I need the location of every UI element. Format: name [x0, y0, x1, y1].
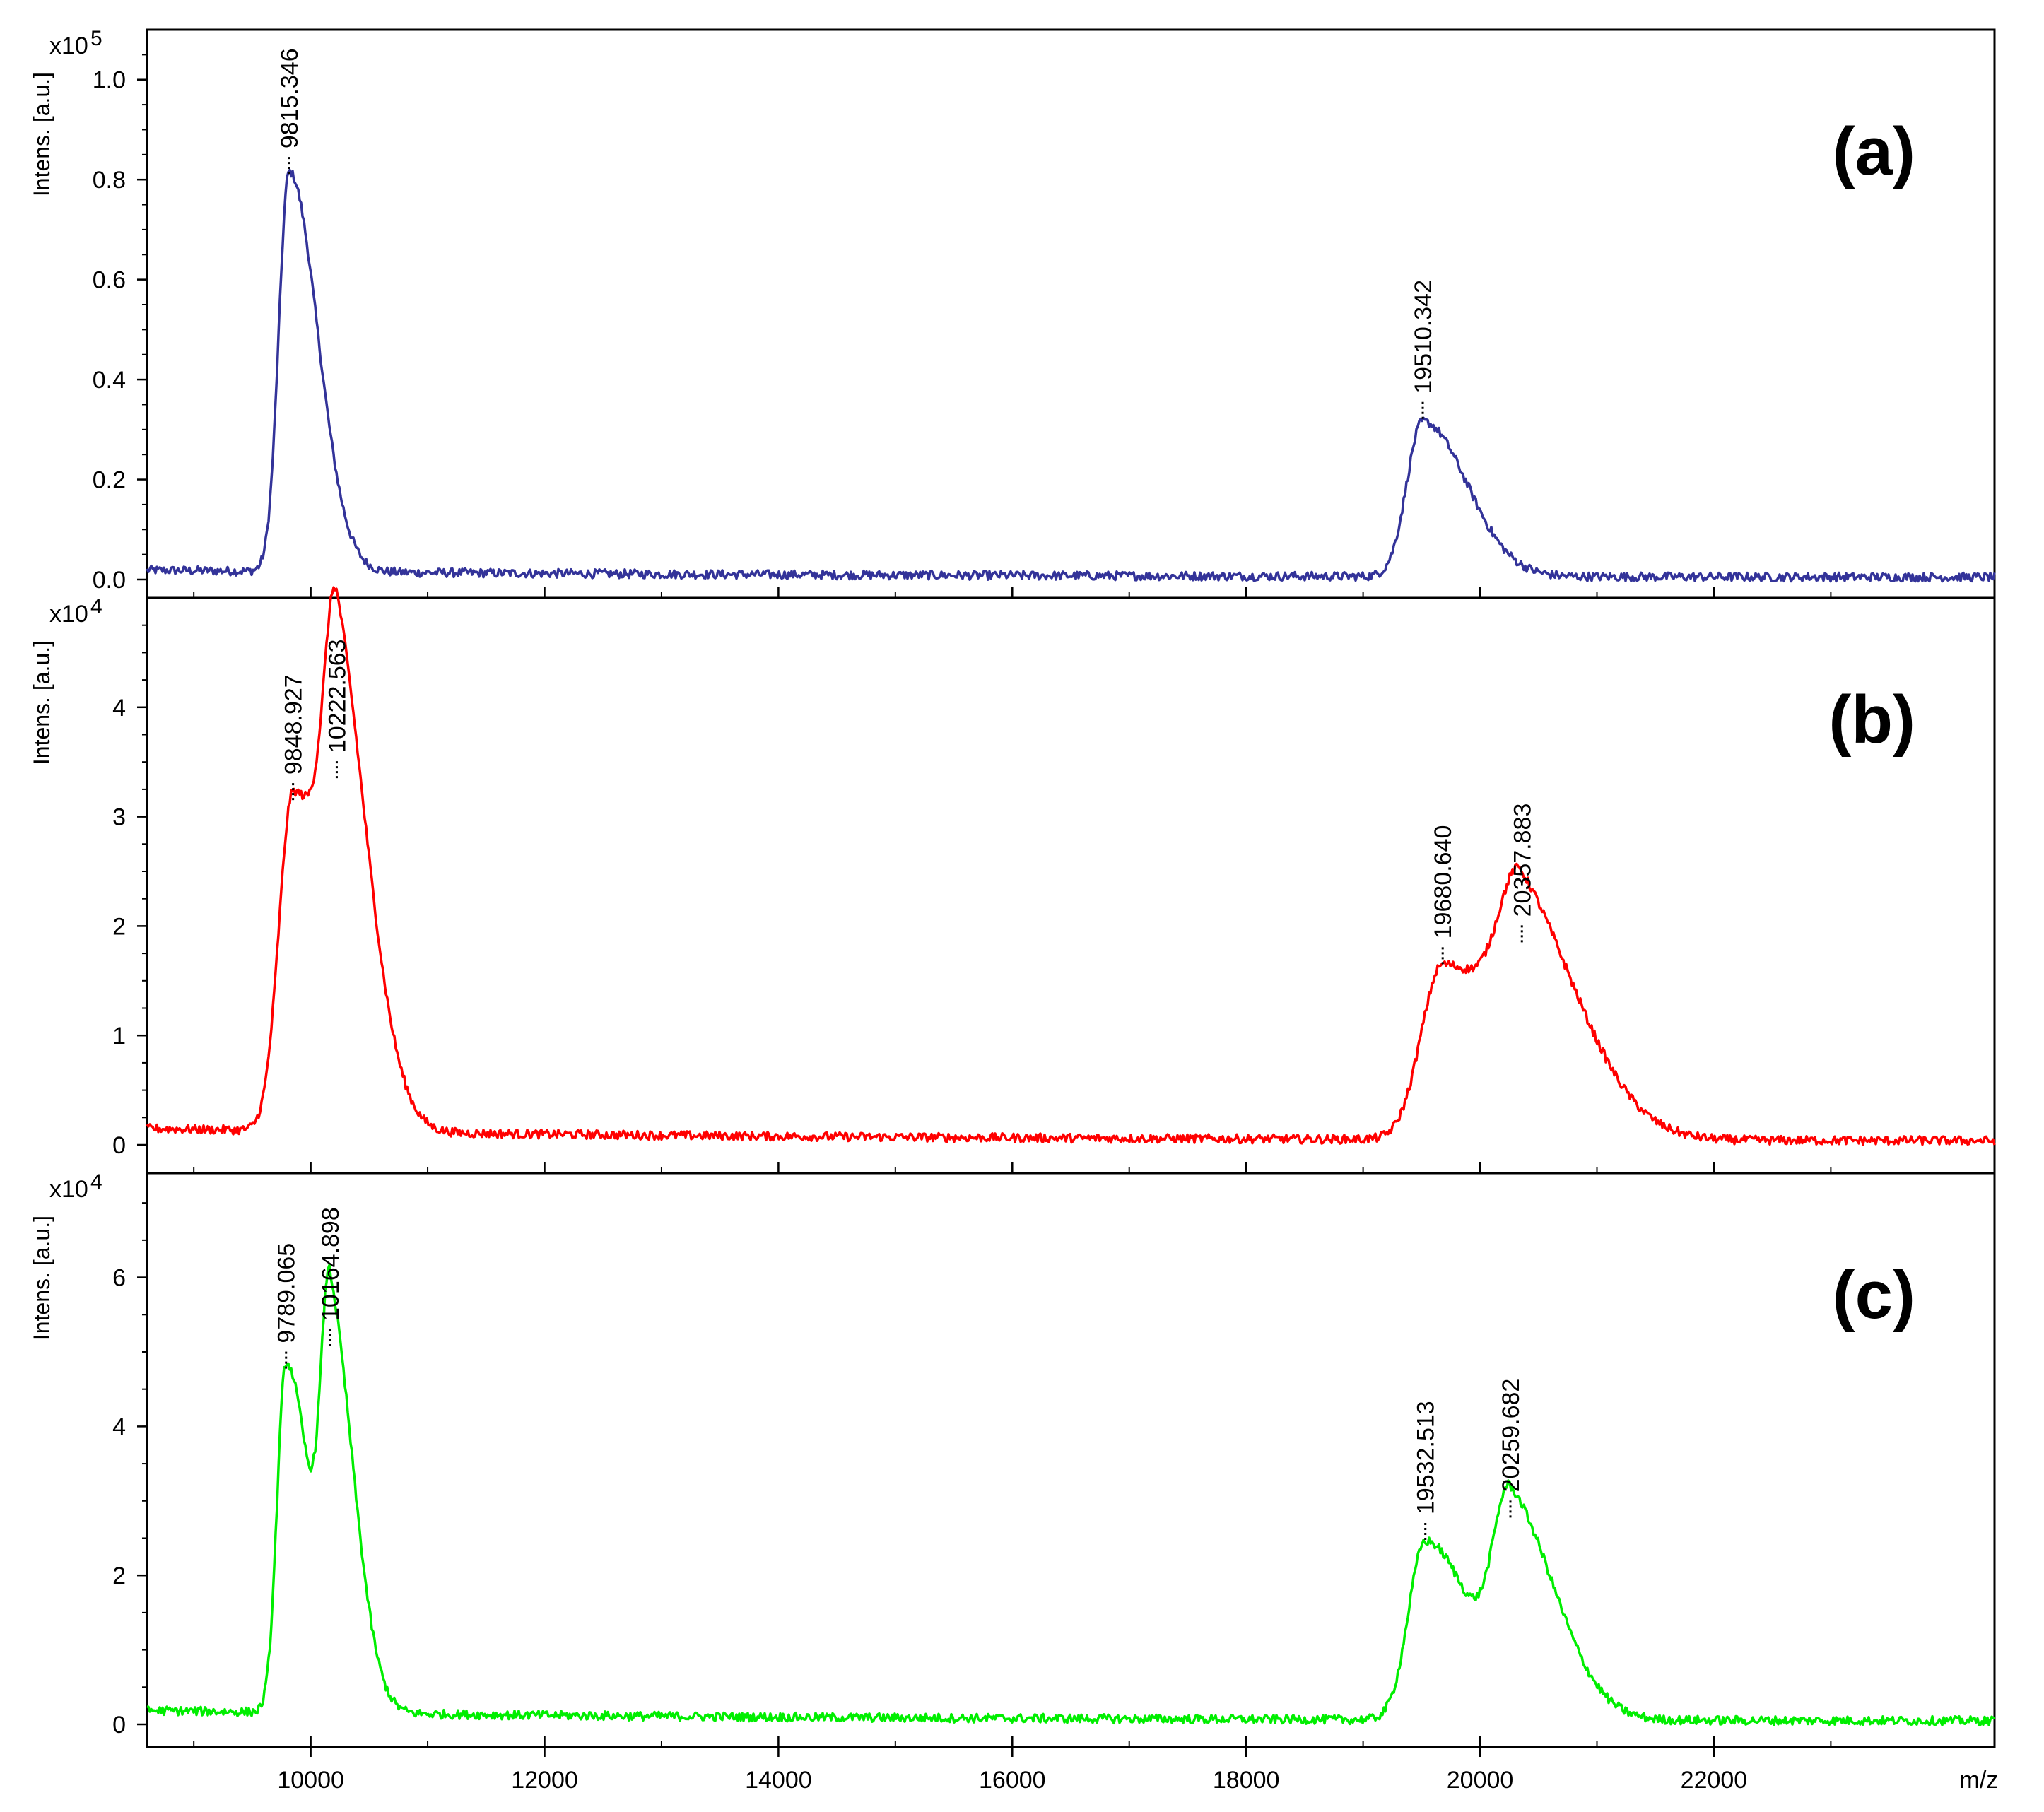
x-axis-unit-label: m/z — [1960, 1767, 1999, 1794]
spectrum-line — [146, 586, 1996, 1146]
y-tick-label: 0.4 — [93, 367, 126, 394]
shared-x-axis: m/z 10000 12000 14000 16000 18000 20000 22000 — [277, 1747, 1998, 1794]
x-ticks — [193, 1736, 1832, 1747]
peak-annotation: 19680.640 — [1430, 825, 1457, 965]
x-tick-label: 12000 — [511, 1767, 578, 1794]
y-tick-label: 2 — [112, 913, 126, 940]
y-tick-label: 2 — [112, 1563, 126, 1589]
x-ticks — [193, 1162, 1832, 1173]
peak-label: 19532.513 — [1413, 1401, 1440, 1514]
y-tick-label: 1 — [112, 1023, 126, 1049]
spectrum-line — [146, 168, 1996, 583]
peak-label: 20357.883 — [1509, 804, 1536, 917]
y-tick-label: 1.0 — [93, 67, 126, 94]
peak-label: 9815.346 — [276, 48, 303, 148]
peak-annotation: 9848.927 — [281, 674, 307, 801]
peak-label: 19510.342 — [1410, 280, 1437, 394]
y-tick-label: 6 — [112, 1265, 126, 1292]
peak-annotation: 20357.883 — [1509, 804, 1536, 943]
y-scale-exponent: 4 — [90, 1170, 102, 1194]
panel-frame — [146, 1172, 1996, 1748]
peak-label: 9789.065 — [274, 1243, 300, 1343]
peak-label: 10164.898 — [317, 1207, 344, 1321]
y-tick-label: 0.6 — [93, 267, 126, 294]
y-tick-label: 0 — [112, 1712, 126, 1739]
panel-label: (b) — [1828, 682, 1915, 758]
y-axis-title: Intens. [a.u.] — [29, 1216, 54, 1340]
y-scale-factor: x10 — [49, 1176, 88, 1203]
panel-label: (a) — [1833, 114, 1915, 189]
peak-annotation: 19510.342 — [1410, 280, 1437, 419]
peak-annotation: 10222.563 — [324, 639, 351, 779]
x-tick-label: 20000 — [1447, 1767, 1514, 1794]
y-tick-label: 0 — [112, 1132, 126, 1159]
peak-annotation: 19532.513 — [1413, 1401, 1440, 1541]
x-ticks — [193, 587, 1832, 598]
y-scale-exponent: 4 — [90, 595, 102, 618]
x-tick-label: 16000 — [979, 1767, 1046, 1794]
panel-label: (c) — [1833, 1257, 1915, 1333]
y-tick-label: 3 — [112, 804, 126, 831]
x-tick-label: 18000 — [1213, 1767, 1280, 1794]
y-tick-label: 4 — [112, 695, 126, 722]
y-tick-label: 0.8 — [93, 167, 126, 194]
x-tick-label: 22000 — [1681, 1767, 1748, 1794]
x-tick-label: 10000 — [277, 1767, 344, 1794]
y-axis: 0.0 0.2 0.4 0.6 0.8 1.0 — [93, 54, 147, 594]
peak-annotation: 10164.898 — [317, 1207, 344, 1346]
panel-frame — [146, 28, 1996, 599]
y-tick-label: 0.0 — [93, 567, 126, 594]
peak-label: 9848.927 — [281, 674, 307, 775]
peak-annotation: 20259.682 — [1498, 1379, 1525, 1518]
y-axis: 0 2 4 6 — [112, 1202, 147, 1739]
y-tick-label: 0.2 — [93, 467, 126, 494]
y-axis: 0 1 2 3 4 — [112, 624, 147, 1159]
peak-label: 10222.563 — [324, 639, 351, 753]
peak-label: 20259.682 — [1498, 1379, 1525, 1493]
spectrum-line — [146, 1264, 1995, 1726]
spectrum-panel-a: 0.0 0.2 0.4 0.6 0.8 1.0 Intens. [a.u.] x10 5 (a) 9… — [29, 27, 1996, 599]
y-scale-factor: x10 — [49, 601, 88, 628]
panel-frame — [146, 596, 1996, 1175]
x-tick-label: 14000 — [745, 1767, 812, 1794]
peak-label: 19680.640 — [1430, 825, 1457, 939]
y-scale-factor: x10 — [49, 33, 88, 59]
y-scale-exponent: 5 — [90, 27, 102, 50]
y-axis-title: Intens. [a.u.] — [29, 640, 54, 765]
y-tick-label: 4 — [112, 1413, 126, 1440]
y-axis-title: Intens. [a.u.] — [29, 72, 54, 196]
peak-annotation: 9815.346 — [276, 48, 303, 175]
peak-annotation: 9789.065 — [274, 1243, 300, 1369]
